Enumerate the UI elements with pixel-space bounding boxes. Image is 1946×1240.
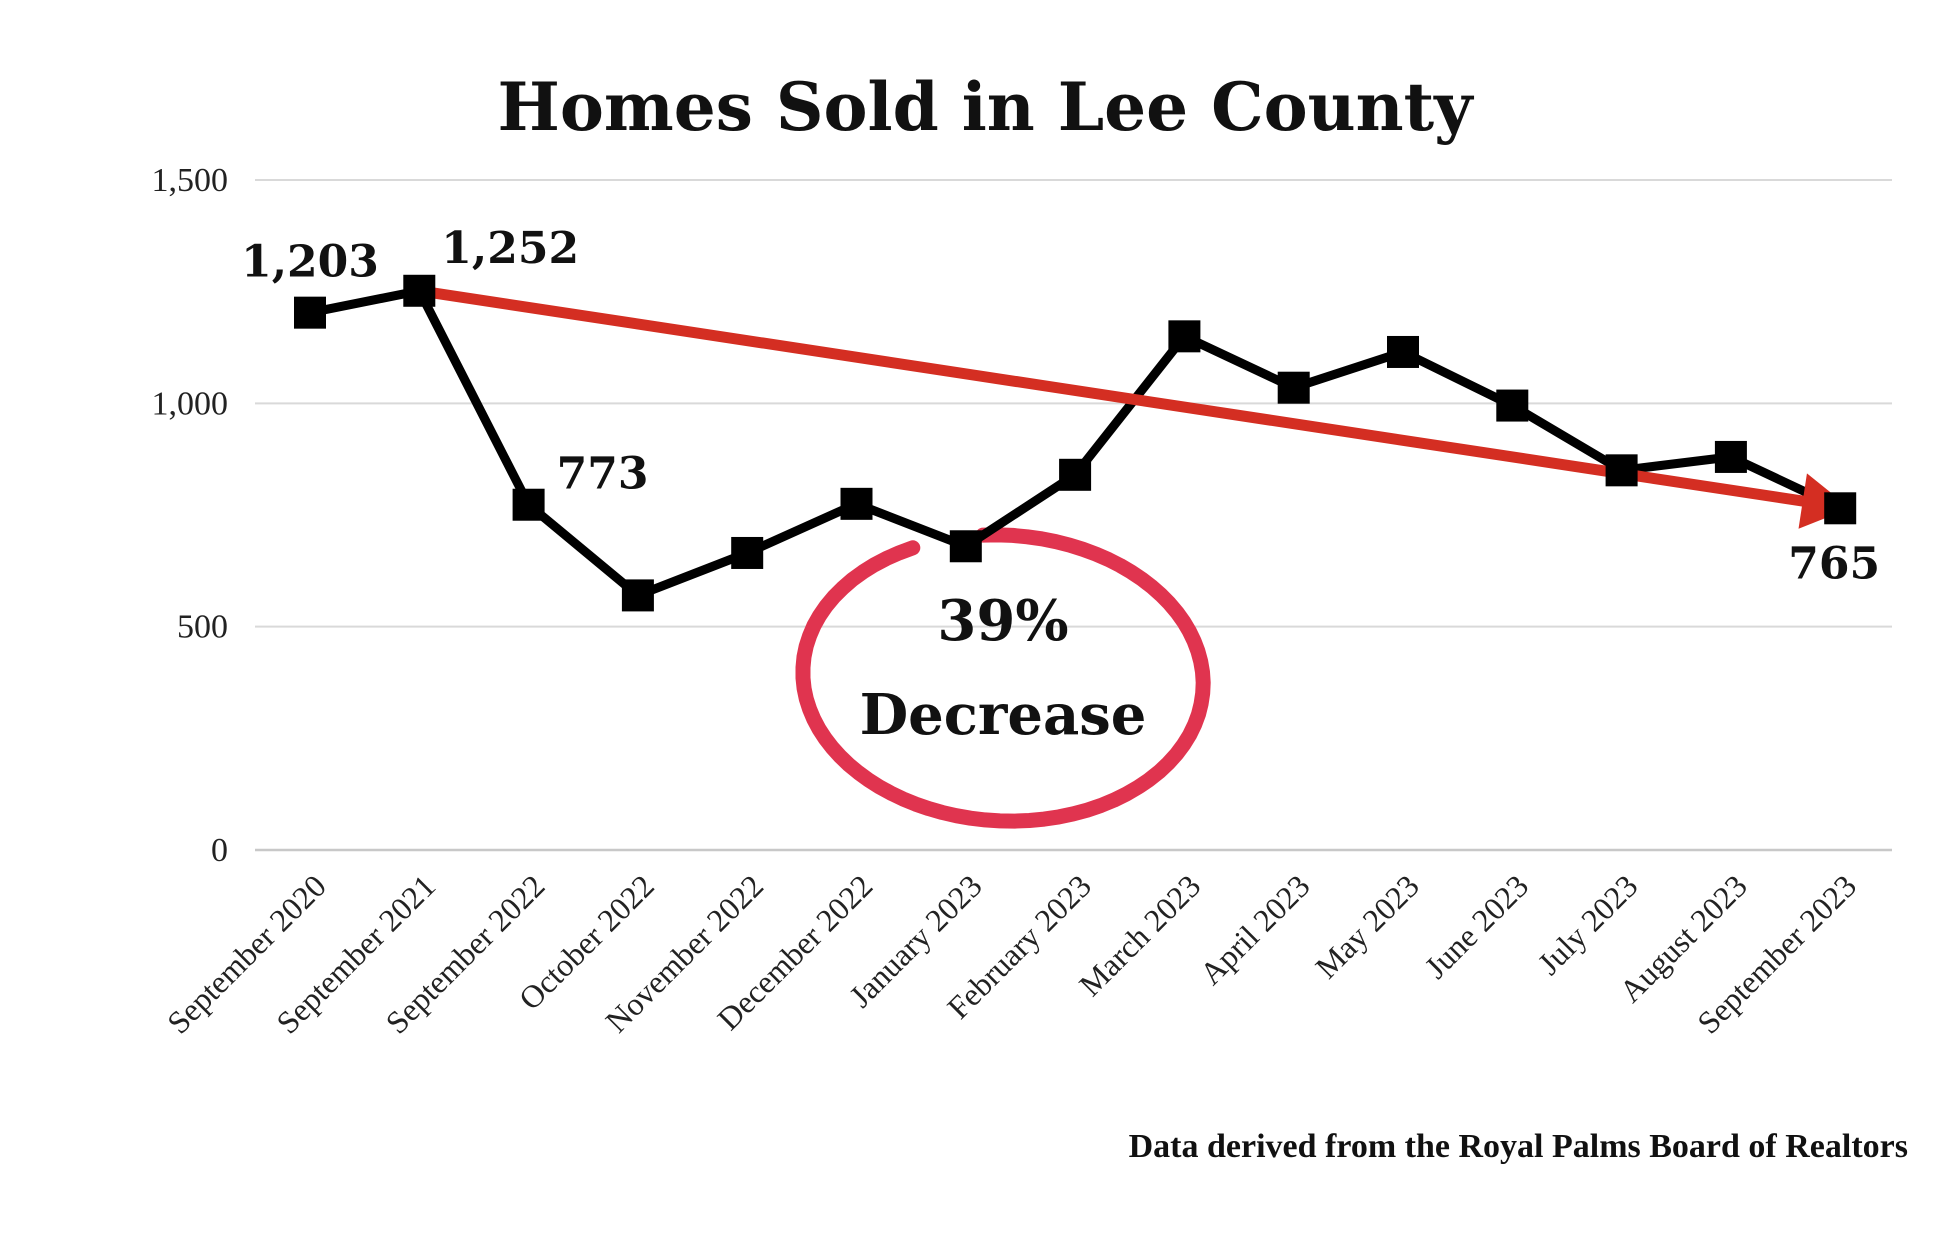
data-point-marker (621, 579, 654, 612)
data-point-marker (1277, 371, 1310, 404)
data-label: 1,252 (441, 223, 579, 274)
annotation-decrease: Decrease (860, 682, 1147, 748)
y-tick-label: 0 (211, 832, 228, 869)
chart-title: Homes Sold in Lee County (498, 68, 1475, 146)
decrease-annotation: 39% Decrease (795, 527, 1211, 829)
data-label: 765 (1788, 538, 1880, 589)
data-point-marker (1714, 440, 1747, 473)
data-point-marker (403, 274, 436, 307)
data-point-marker (1168, 320, 1201, 353)
data-point-marker (1387, 335, 1419, 368)
data-point-marker (1824, 492, 1857, 525)
data-point-marker (1605, 454, 1638, 487)
x-tick-label: April 2023 (1193, 867, 1317, 991)
y-tick-label: 1,000 (152, 385, 229, 422)
data-point-marker (949, 530, 982, 563)
x-tick-label: May 2023 (1308, 867, 1426, 985)
annotation-percent: 39% (937, 588, 1068, 654)
data-labels: 1,203 1,252 773 765 (241, 223, 1880, 590)
y-tick-label: 1,500 (152, 162, 229, 199)
trend-arrow-line (413, 285, 1809, 507)
y-axis-ticks: 0 500 1,000 1,500 (152, 162, 229, 869)
grid (255, 179, 1892, 852)
x-tick-label: June 2023 (1417, 867, 1535, 985)
data-point-marker (1496, 389, 1529, 422)
data-point-marker (731, 536, 764, 569)
data-label: 1,203 (241, 237, 379, 288)
y-tick-label: 500 (177, 609, 228, 646)
data-points (294, 274, 1857, 612)
data-point-marker (840, 487, 873, 520)
source-note: Data derived from the Royal Palms Board … (1129, 1128, 1908, 1165)
x-tick-label: July 2023 (1530, 867, 1644, 981)
data-point-marker (294, 296, 326, 329)
data-point-marker (1059, 458, 1092, 491)
hand-drawn-circle (795, 527, 1211, 829)
data-label: 773 (557, 449, 649, 500)
data-point-marker (512, 488, 545, 521)
